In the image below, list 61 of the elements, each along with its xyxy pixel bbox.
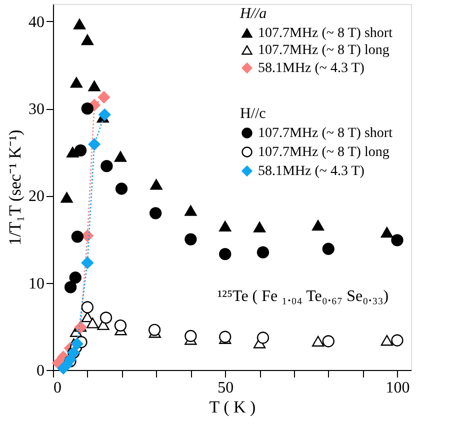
point bbox=[219, 220, 232, 232]
point bbox=[81, 256, 94, 269]
point bbox=[69, 272, 82, 284]
point bbox=[100, 312, 112, 324]
y-tick-label: 20 bbox=[28, 188, 44, 206]
legend-label: 107.7MHz (~ 8 T) long bbox=[258, 145, 390, 160]
y-tick-label: 10 bbox=[28, 275, 44, 292]
point bbox=[184, 330, 197, 342]
point bbox=[150, 207, 162, 220]
annotation: ¹²⁵Te ( Fe ₁.₀₄ Te₀.₆₇ Se₀.₃₃) bbox=[217, 288, 389, 305]
point bbox=[74, 144, 87, 156]
point bbox=[312, 336, 324, 347]
point bbox=[114, 151, 127, 162]
x-tick-label: 100 bbox=[386, 380, 410, 396]
point bbox=[256, 246, 270, 258]
point bbox=[98, 91, 110, 104]
point bbox=[380, 335, 393, 346]
legend-label: 107.7MHz (~ 8 T) long bbox=[258, 43, 390, 58]
point bbox=[98, 108, 111, 121]
point bbox=[100, 160, 113, 172]
point bbox=[253, 222, 266, 232]
point bbox=[64, 281, 77, 294]
x-tick-label: 50 bbox=[218, 380, 234, 396]
x-tick-label: 0 bbox=[54, 380, 62, 396]
y-tick-label: 30 bbox=[28, 101, 44, 118]
legend-label: 107.7MHz (~ 8 T) short bbox=[258, 126, 393, 141]
point bbox=[115, 182, 128, 195]
point bbox=[184, 205, 197, 216]
point bbox=[256, 332, 270, 344]
y-axis-title: 1/T₁T (sec⁻¹ K⁻¹) bbox=[6, 130, 24, 246]
point bbox=[60, 192, 73, 203]
point bbox=[391, 334, 404, 346]
point bbox=[148, 324, 161, 336]
point bbox=[81, 34, 94, 46]
point bbox=[71, 338, 84, 350]
point bbox=[114, 319, 127, 332]
point bbox=[66, 146, 79, 158]
point bbox=[88, 138, 100, 150]
legend-label: 58.1MHz (~ 4.3 T) bbox=[258, 164, 365, 179]
point bbox=[70, 77, 82, 88]
x-axis-title: T ( K ) bbox=[209, 398, 256, 416]
y-tick-label: 0 bbox=[36, 362, 44, 380]
y-tick-label: 40 bbox=[28, 14, 44, 31]
point bbox=[86, 318, 99, 328]
legend-label: 107.7MHz (~ 8 T) short bbox=[258, 26, 393, 41]
point bbox=[380, 226, 393, 238]
point bbox=[81, 301, 94, 314]
point bbox=[81, 102, 94, 115]
annotation: H//c bbox=[240, 106, 266, 122]
annotation: H//a bbox=[239, 6, 267, 22]
point bbox=[71, 230, 84, 243]
point bbox=[73, 18, 86, 30]
point bbox=[322, 335, 334, 348]
point bbox=[391, 234, 404, 246]
point bbox=[322, 242, 334, 255]
point bbox=[88, 80, 100, 92]
point bbox=[150, 179, 162, 190]
point bbox=[184, 233, 197, 246]
legend-label: 58.1MHz (~ 4.3 T) bbox=[258, 61, 365, 76]
point bbox=[219, 248, 232, 260]
point bbox=[312, 220, 324, 231]
